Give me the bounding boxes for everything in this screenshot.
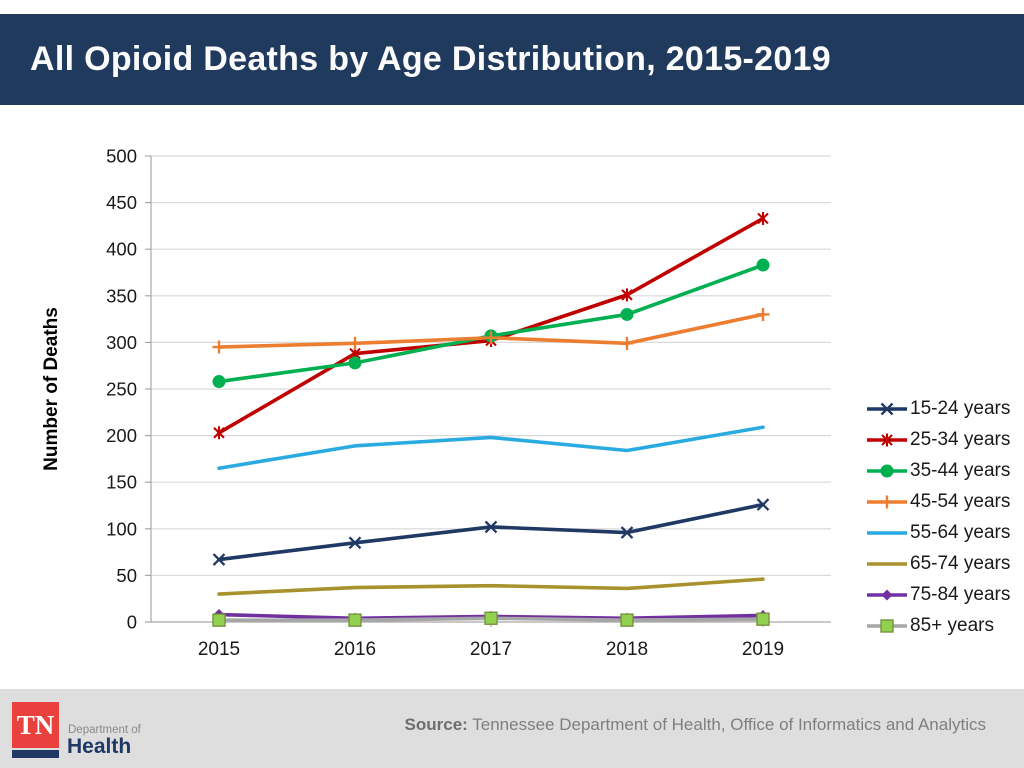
svg-text:2017: 2017 [470,639,512,660]
svg-text:2018: 2018 [606,639,648,660]
legend-item-15-24-years: 15-24 years [866,398,1010,420]
legend-label: 25-34 years [910,429,1011,450]
legend-key-line-icon [867,531,907,535]
svg-text:200: 200 [106,425,137,446]
svg-text:500: 500 [106,146,137,167]
legend-item-55-64-years: 55-64 years [866,522,1010,544]
legend-key-square-icon [867,619,907,633]
footer: TN Department of Health Source: Tennesse… [0,689,1024,768]
source-label: Source: [404,715,468,734]
legend-key-plus-icon [867,495,907,509]
legend-label: 85+ years [910,615,994,636]
legend-key-asterisk-icon [867,433,907,447]
svg-text:150: 150 [106,472,137,493]
legend-item-65-74-years: 65-74 years [866,553,1010,575]
svg-text:0: 0 [127,612,137,633]
source-line: Source: Tennessee Department of Health, … [405,715,986,735]
source-text: Tennessee Department of Health, Office o… [472,715,986,734]
tn-logo-text: TN [16,709,55,740]
legend-item-45-54-years: 45-54 years [866,491,1010,513]
svg-text:50: 50 [116,565,137,586]
legend-key-diamond-icon [867,589,907,601]
legend-label: 15-24 years [910,398,1011,419]
chart-legend: 15-24 years 25-34 years 35-44 years 45-54 y… [866,398,1010,637]
svg-text:2016: 2016 [334,639,376,660]
svg-text:300: 300 [106,332,137,353]
title-bar: All Opioid Deaths by Age Distribution, 2… [0,14,1024,105]
legend-item-35-44-years: 35-44 years [866,460,1010,482]
logo-health: Health [67,735,132,758]
svg-text:100: 100 [106,518,137,539]
slide-title: All Opioid Deaths by Age Distribution, 2… [30,40,831,78]
tn-logo-square: TN [12,702,59,748]
svg-text:2015: 2015 [198,639,240,660]
line-chart: 0 50 100 150 200 250 300 350 400 450 500 2015 2016 20… [41,146,831,660]
svg-text:400: 400 [106,239,137,260]
svg-text:350: 350 [106,285,137,306]
svg-text:250: 250 [106,379,137,400]
legend-item-85-years: 85+ years [866,615,1010,637]
svg-text:450: 450 [106,192,137,213]
tn-logo-underline [12,750,59,758]
legend-label: 35-44 years [910,460,1011,481]
legend-key-circle-icon [867,464,907,478]
svg-text:2019: 2019 [742,639,784,660]
legend-key-x-icon [867,402,907,416]
svg-text:Number of Deaths: Number of Deaths [41,307,62,471]
chart-area: 0 50 100 150 200 250 300 350 400 450 500 2015 2016 20… [0,110,1024,690]
legend-label: 75-84 years [910,584,1011,605]
legend-label: 65-74 years [910,553,1011,574]
legend-item-25-34-years: 25-34 years [866,429,1010,451]
legend-label: 45-54 years [910,491,1011,512]
legend-key-line-icon [867,562,907,566]
logo-department-of: Department of [68,724,141,736]
legend-label: 55-64 years [910,522,1011,543]
legend-item-75-84-years: 75-84 years [866,584,1010,606]
